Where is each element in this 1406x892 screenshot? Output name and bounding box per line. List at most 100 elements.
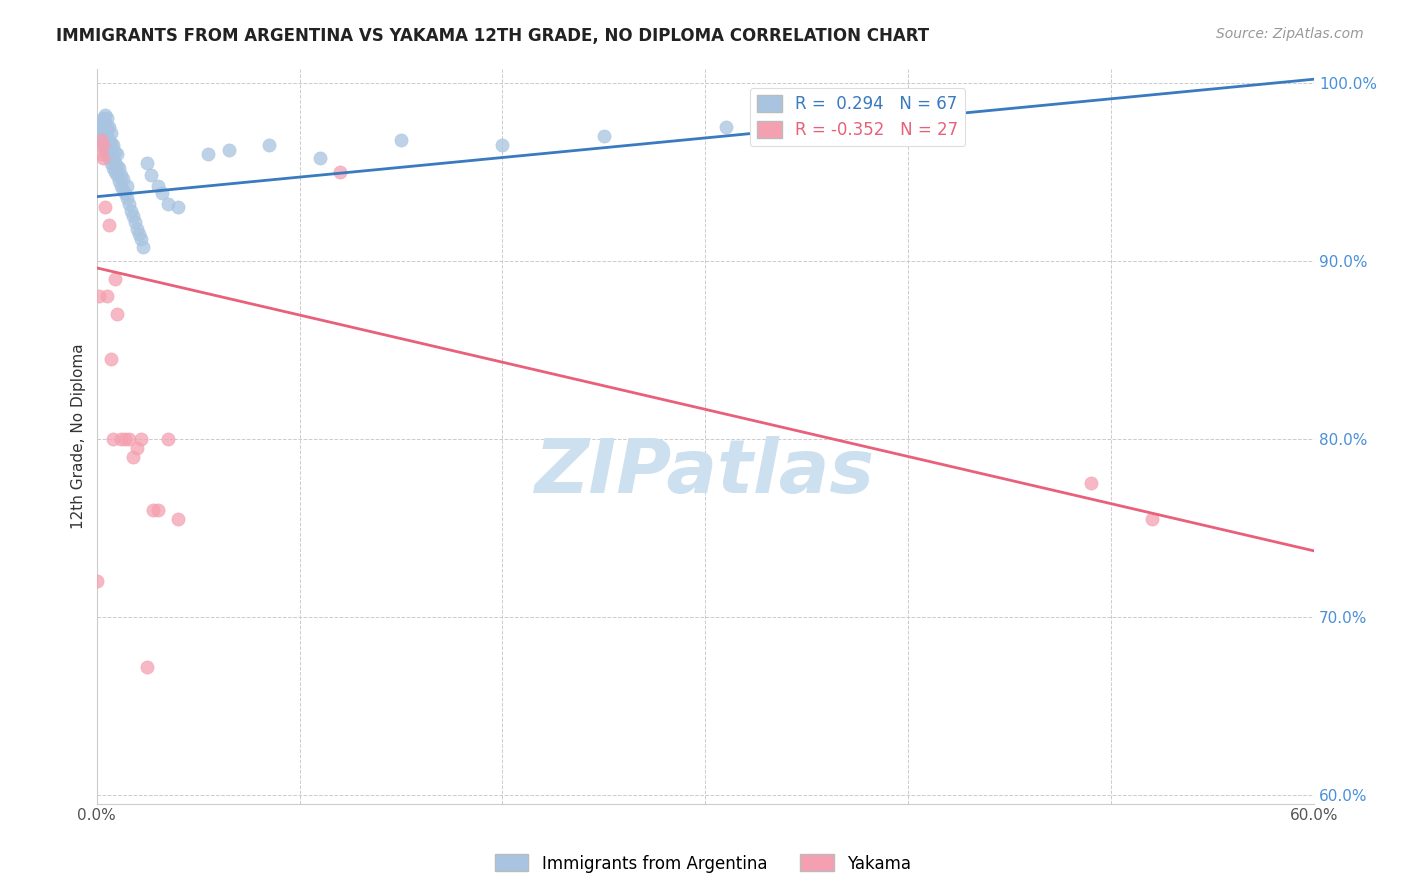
Y-axis label: 12th Grade, No Diploma: 12th Grade, No Diploma [72,343,86,529]
Point [156,432,179,446]
Point [94,144,117,158]
Point [104,145,127,160]
Text: IMMIGRANTS FROM ARGENTINA VS YAKAMA 12TH GRADE, NO DIPLOMA CORRELATION CHART: IMMIGRANTS FROM ARGENTINA VS YAKAMA 12TH… [56,27,929,45]
Point [90,115,112,129]
Point [389,133,412,147]
Legend: Immigrants from Argentina, Yakama: Immigrants from Argentina, Yakama [488,847,918,880]
Point [105,307,128,321]
Point [97,142,120,156]
Point [114,432,136,446]
Point [141,169,163,183]
Point [97,151,120,165]
Point [90,126,112,140]
Point [104,271,127,285]
Point [94,115,117,129]
Point [91,120,114,135]
Point [110,179,132,194]
Point [87,129,110,144]
Point [1140,512,1163,526]
Point [120,203,142,218]
Point [86,574,108,588]
Point [90,133,112,147]
Point [97,218,120,232]
Point [112,183,135,197]
Point [91,138,114,153]
Point [110,432,132,446]
Point [104,156,127,170]
Legend: R =  0.294   N = 67, R = -0.352   N = 27: R = 0.294 N = 67, R = -0.352 N = 27 [749,88,965,146]
Point [146,179,169,194]
Point [115,179,138,194]
Point [132,239,155,253]
Point [101,138,124,153]
Point [491,138,513,153]
Point [96,289,118,303]
Point [136,659,159,673]
Point [110,169,132,183]
Text: ZIPatlas: ZIPatlas [536,436,876,509]
Point [146,503,169,517]
Point [94,200,117,214]
Point [218,144,240,158]
Point [94,108,117,122]
Point [96,138,118,153]
Point [96,120,118,135]
Point [100,145,122,160]
Point [100,126,122,140]
Point [150,186,173,200]
Point [87,120,110,135]
Point [100,136,122,151]
Point [100,351,122,366]
Point [101,151,124,165]
Text: Source: ZipAtlas.com: Source: ZipAtlas.com [1216,27,1364,41]
Point [118,196,141,211]
Point [115,191,138,205]
Point [156,196,179,211]
Point [94,124,117,138]
Point [136,156,159,170]
Point [91,151,114,165]
Point [122,209,145,223]
Point [104,165,127,179]
Point [142,503,165,517]
Point [90,133,112,147]
Point [124,214,146,228]
Point [87,289,110,303]
Point [308,151,330,165]
Point [122,450,145,464]
Point [257,138,280,153]
Point [593,129,616,144]
Point [91,129,114,144]
Point [105,147,128,161]
Point [714,120,737,135]
Point [197,147,219,161]
Point [128,227,150,241]
Point [127,441,149,455]
Point [101,432,124,446]
Point [97,120,120,135]
Point [1080,476,1102,491]
Point [91,112,114,126]
Point [112,172,135,186]
Point [105,169,128,183]
Point [94,133,117,147]
Point [90,147,112,161]
Point [129,432,152,446]
Point [96,147,118,161]
Point [114,186,136,200]
Point [329,165,352,179]
Point [101,161,124,176]
Point [166,512,188,526]
Point [91,138,114,153]
Point [105,160,128,174]
Point [166,200,188,214]
Point [96,129,118,144]
Point [97,133,120,147]
Point [118,432,141,446]
Point [129,232,152,246]
Point [108,161,131,176]
Point [108,174,131,188]
Point [127,221,149,235]
Point [100,156,122,170]
Point [96,112,118,126]
